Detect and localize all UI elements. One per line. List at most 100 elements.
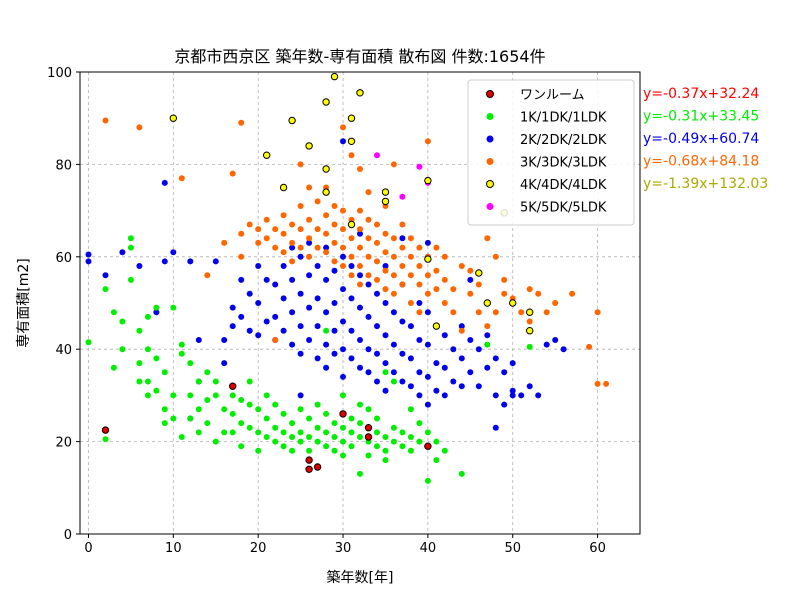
data-point xyxy=(297,406,304,413)
data-point xyxy=(365,281,372,288)
data-point xyxy=(390,341,397,348)
data-point xyxy=(212,438,219,445)
data-point xyxy=(364,433,373,441)
data-point xyxy=(255,300,262,306)
y-tick-label: 100 xyxy=(47,66,72,81)
data-point xyxy=(340,346,346,353)
data-point xyxy=(127,244,134,251)
data-point xyxy=(229,382,237,390)
data-point xyxy=(603,380,610,387)
data-point xyxy=(297,226,304,233)
data-point xyxy=(238,397,245,403)
data-point xyxy=(365,253,372,260)
data-point xyxy=(365,346,372,353)
data-point xyxy=(475,309,482,316)
legend-label: 2K/2DK/2LDK xyxy=(520,133,607,148)
data-point xyxy=(279,183,288,192)
data-point xyxy=(297,161,304,168)
data-point xyxy=(441,392,448,399)
data-point xyxy=(365,406,372,413)
data-point xyxy=(306,235,313,242)
data-point xyxy=(390,235,397,242)
data-point xyxy=(416,163,423,170)
legend-marker xyxy=(486,158,494,165)
data-point xyxy=(280,429,287,436)
data-point xyxy=(450,286,457,293)
legend-label: ワンルーム xyxy=(520,88,585,103)
data-point xyxy=(424,239,431,246)
data-point xyxy=(424,373,431,380)
y-tick-label: 80 xyxy=(55,158,72,173)
data-point xyxy=(399,443,406,450)
data-point xyxy=(246,424,253,431)
data-point xyxy=(195,378,202,385)
data-point xyxy=(221,239,228,246)
data-point xyxy=(399,193,406,200)
data-point xyxy=(484,332,491,339)
data-point xyxy=(306,253,313,260)
data-point xyxy=(390,438,397,445)
data-point xyxy=(255,447,262,454)
data-point xyxy=(331,420,338,427)
y-axis-label: 専有面積[m2] xyxy=(16,258,32,347)
y-tick-label: 0 xyxy=(64,528,72,543)
legend-marker xyxy=(486,90,494,98)
legend-marker xyxy=(486,203,494,210)
x-tick-label: 30 xyxy=(335,541,352,556)
data-point xyxy=(331,434,338,440)
data-point xyxy=(102,436,109,443)
data-point xyxy=(374,258,380,265)
data-point xyxy=(475,281,482,288)
data-point xyxy=(382,332,389,339)
data-point xyxy=(374,152,380,159)
data-point xyxy=(229,410,236,417)
data-point xyxy=(518,309,525,316)
legend-label: 4K/4DK/4LDK xyxy=(520,178,607,193)
data-point xyxy=(323,364,330,371)
fit-equation-label: y=-0.31x+33.45 xyxy=(643,109,759,125)
data-point xyxy=(357,304,363,311)
data-point xyxy=(101,426,110,434)
data-point xyxy=(272,244,279,251)
data-point xyxy=(314,323,321,330)
data-point xyxy=(390,309,397,316)
data-point xyxy=(433,438,440,445)
data-point xyxy=(348,263,355,269)
data-point xyxy=(382,249,389,256)
data-point xyxy=(212,378,219,385)
data-point xyxy=(289,258,296,265)
data-point xyxy=(433,360,440,367)
data-point xyxy=(331,221,338,228)
data-point xyxy=(458,263,465,269)
data-point xyxy=(348,429,355,436)
data-point xyxy=(297,253,304,260)
x-tick-label: 50 xyxy=(504,541,521,556)
data-point xyxy=(187,392,194,399)
data-point xyxy=(102,286,109,293)
data-point xyxy=(458,383,465,390)
data-point xyxy=(289,309,296,316)
data-point xyxy=(347,220,356,229)
data-point xyxy=(357,272,363,279)
data-point xyxy=(484,235,491,242)
data-point xyxy=(238,443,245,450)
data-point xyxy=(492,253,499,260)
data-point xyxy=(424,255,432,263)
data-point xyxy=(374,443,380,450)
data-point xyxy=(136,360,143,367)
data-point xyxy=(229,170,236,177)
data-point xyxy=(467,267,474,274)
data-point xyxy=(306,239,313,246)
data-point xyxy=(195,406,202,413)
data-point xyxy=(433,457,440,464)
data-point xyxy=(374,378,380,385)
data-point xyxy=(560,346,567,353)
data-point xyxy=(365,189,372,196)
data-point xyxy=(229,304,236,311)
data-point xyxy=(297,438,304,445)
data-point xyxy=(221,337,228,343)
data-point xyxy=(238,276,245,283)
data-point xyxy=(314,226,321,233)
